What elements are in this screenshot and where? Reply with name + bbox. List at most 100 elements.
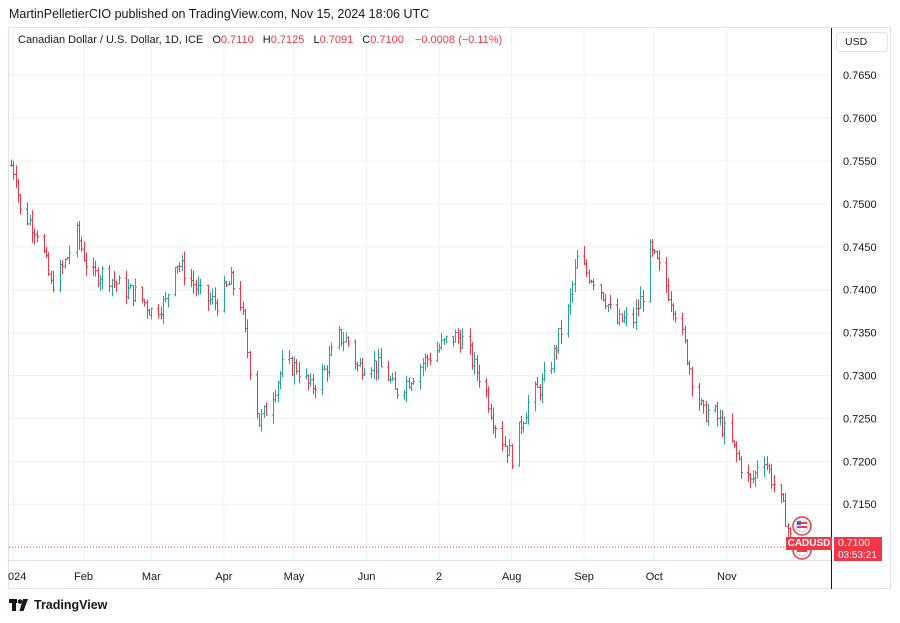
ohlc-bar — [768, 463, 771, 474]
ohlc-bar — [239, 280, 242, 311]
ohlc-bar — [26, 202, 29, 226]
price-tick-label: 0.7650 — [843, 70, 877, 82]
ohlc-bar — [440, 333, 443, 350]
ohlc-bar — [560, 319, 563, 345]
ohlc-bar — [94, 260, 97, 277]
ohlc-bar — [321, 364, 324, 396]
ohlc-bar — [574, 259, 577, 292]
ohlc-bar — [422, 358, 425, 377]
ohlc-bar — [312, 373, 315, 395]
ohlc-bar — [242, 301, 245, 316]
ohlc-bar — [15, 165, 18, 188]
ohlc-bar — [478, 364, 481, 388]
ohlc-bar — [150, 307, 153, 320]
ohlc-bar — [225, 280, 228, 288]
ohlc-bar — [115, 280, 118, 293]
ohlc-bar — [375, 360, 378, 381]
ohlc-bar — [784, 492, 787, 527]
ohlc-bar — [585, 259, 588, 278]
ohlc-bar — [101, 266, 104, 290]
legend-low-label: L — [313, 34, 320, 46]
ohlc-bar — [17, 178, 20, 203]
ohlc-bar — [293, 356, 296, 385]
ohlc-bar — [756, 460, 759, 479]
ohlc-bar — [132, 285, 135, 306]
ohlc-bar — [305, 368, 308, 380]
footer-brand: TradingView — [34, 598, 108, 612]
grid-lines — [9, 28, 831, 560]
ohlc-bar — [625, 306, 628, 327]
ohlc-bar — [125, 270, 128, 305]
time-tick-label: Sep — [574, 571, 594, 583]
ohlc-bar — [454, 329, 457, 343]
ohlc-bar — [550, 361, 553, 375]
ohlc-bar — [12, 160, 15, 180]
ohlc-bar — [61, 260, 64, 275]
ohlc-bar — [740, 455, 743, 480]
ohlc-bar — [394, 371, 397, 390]
ohlc-bar — [635, 299, 638, 330]
chart-legend: Canadian Dollar / U.S. Dollar, 1D, ICE O… — [18, 34, 502, 46]
us-flag-marker-icon — [792, 516, 812, 536]
ohlc-bar — [504, 436, 507, 448]
ohlc-bar — [686, 339, 689, 366]
ohlc-bar — [272, 392, 275, 424]
marker-stripe — [797, 526, 807, 528]
ohlc-bar — [716, 401, 719, 427]
ohlc-bar — [604, 294, 607, 310]
ohlc-bar — [705, 400, 708, 423]
ohlc-bar — [492, 407, 495, 435]
legend-close-value: 0.7100 — [370, 34, 404, 46]
ohlc-bar — [31, 210, 34, 243]
ohlc-bar — [527, 394, 530, 425]
time-tick-label: Nov — [717, 571, 737, 583]
ohlc-bar — [377, 348, 380, 380]
ohlc-bar — [752, 470, 755, 484]
ohlc-bar — [518, 421, 521, 467]
legend-open-label: O — [212, 34, 221, 46]
ohlc-bar — [167, 293, 170, 308]
ohlc-bar — [380, 348, 383, 368]
ohlc-bar — [763, 456, 766, 477]
ohlc-bar — [600, 284, 603, 300]
ohlc-bar — [494, 425, 497, 439]
ohlc-bar — [700, 398, 703, 406]
ohlc-bar — [476, 355, 479, 381]
ohlc-bar — [787, 523, 790, 539]
currency-button[interactable]: USD — [836, 32, 888, 52]
ohlc-bar — [361, 358, 364, 380]
ohlc-bar — [452, 335, 455, 347]
price-tick-label: 0.7250 — [843, 413, 877, 425]
price-tick-label: 0.7550 — [843, 156, 877, 168]
ohlc-bar — [571, 281, 574, 303]
time-tick-label: 024 — [8, 571, 26, 583]
ohlc-bar — [485, 378, 488, 398]
ohlc-bar — [391, 372, 394, 381]
ohlc-bar — [265, 402, 268, 416]
ohlc-bar — [419, 363, 422, 390]
ohlc-bar — [583, 245, 586, 266]
ohlc-bar — [501, 421, 504, 452]
ohlc-bar — [735, 441, 738, 463]
ohlc-bar — [43, 233, 46, 254]
ohlc-bar — [649, 239, 652, 303]
ohlc-bar — [674, 310, 677, 323]
ohlc-bar — [543, 361, 546, 382]
ohlc-bar — [609, 294, 612, 309]
ohlc-bar — [80, 236, 83, 252]
publisher-caption: MartinPelletierCIO published on TradingV… — [9, 7, 430, 21]
ohlc-bar — [707, 403, 710, 426]
ohlc-bar — [76, 221, 79, 258]
footer-logo[interactable]: TradingView — [9, 598, 107, 612]
ohlc-bar — [157, 303, 160, 319]
time-tick-label: Feb — [74, 571, 93, 583]
ohlc-bar — [47, 252, 50, 276]
ohlc-bar — [457, 328, 460, 344]
ohlc-bar — [702, 399, 705, 414]
ohlc-bar — [347, 336, 350, 347]
ohlc-bar — [199, 278, 202, 295]
ohlc-bar — [766, 456, 769, 471]
price-tick-label: 0.7150 — [843, 499, 877, 511]
price-tick-label: 0.7350 — [843, 328, 877, 340]
